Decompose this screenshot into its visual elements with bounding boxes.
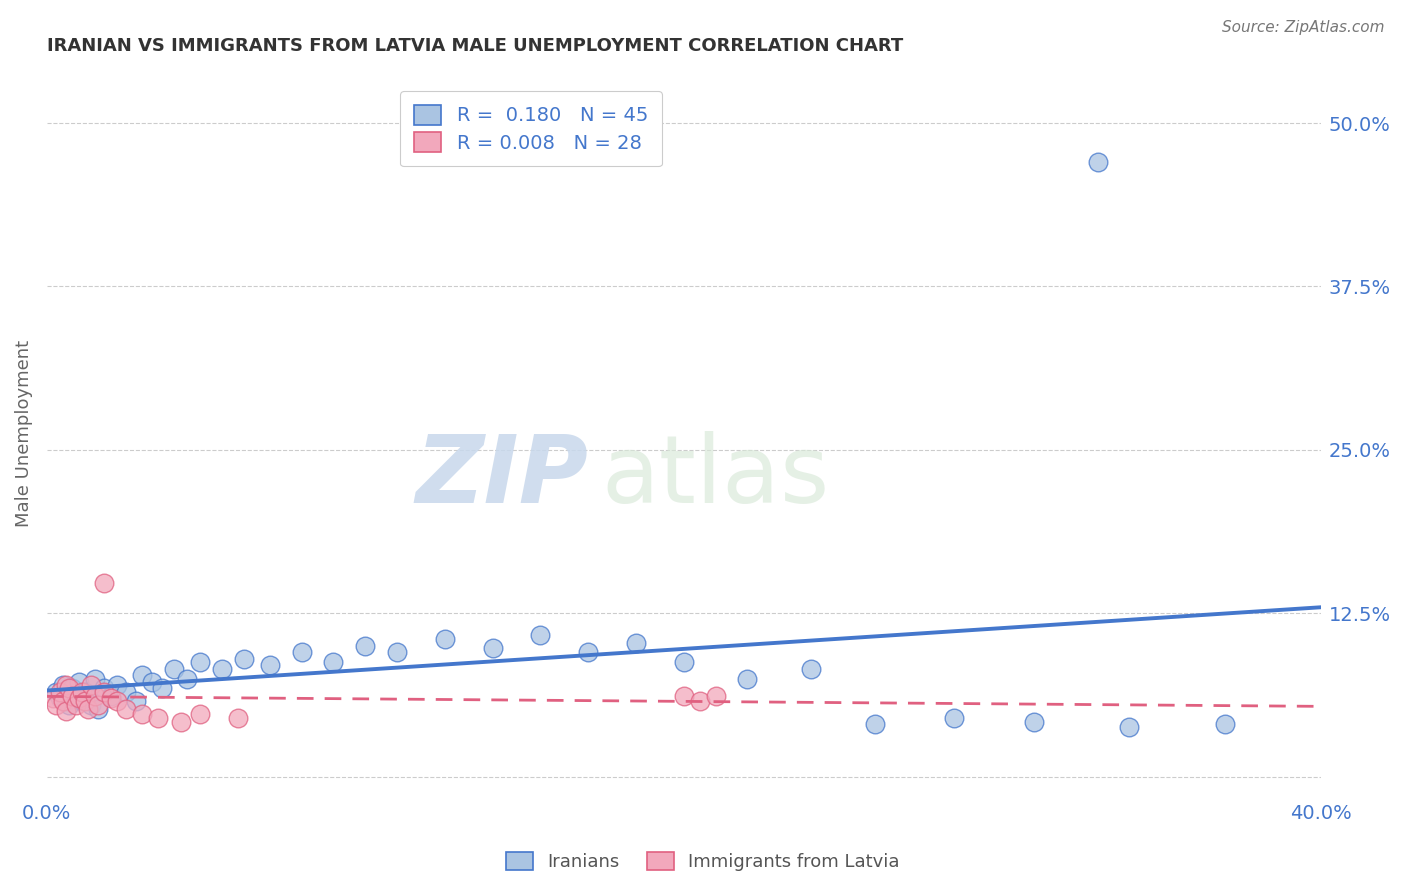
Point [163,662,186,676]
Point [150,681,173,695]
Point [576,645,599,659]
Text: ZIP: ZIP [415,431,588,523]
Point [48,691,70,706]
Point [55,678,77,692]
Point [481,641,503,656]
Point [863,717,886,731]
Point [529,628,551,642]
Point [77,701,100,715]
Point [83,689,105,703]
Point [354,639,377,653]
Point [93,684,115,698]
Point [385,645,408,659]
Point [169,714,191,729]
Point [291,645,314,659]
Point [87,698,110,712]
Point [1118,720,1140,734]
Point [125,694,148,708]
Text: atlas: atlas [600,431,830,523]
Point [87,701,110,715]
Point [624,636,647,650]
Text: Source: ZipAtlas.com: Source: ZipAtlas.com [1222,20,1385,35]
Point [188,706,211,721]
Point [943,711,966,725]
Point [672,689,695,703]
Legend: Iranians, Immigrants from Latvia: Iranians, Immigrants from Latvia [499,845,907,879]
Point [737,672,759,686]
Point [226,711,249,725]
Point [141,675,163,690]
Point [45,698,67,712]
Point [800,662,823,676]
Point [1213,717,1236,731]
Point [67,691,90,706]
Point [65,698,87,712]
Point [100,691,122,706]
Point [60,681,83,695]
Point [55,704,77,718]
Point [67,675,90,690]
Point [58,681,80,695]
Point [322,655,344,669]
Point [1087,155,1109,169]
Point [259,658,281,673]
Point [105,678,128,692]
Point [70,694,93,708]
Point [80,698,103,712]
Point [75,694,97,708]
Point [131,667,153,681]
Point [42,691,65,706]
Text: IRANIAN VS IMMIGRANTS FROM LATVIA MALE UNEMPLOYMENT CORRELATION CHART: IRANIAN VS IMMIGRANTS FROM LATVIA MALE U… [46,37,903,55]
Point [48,684,70,698]
Point [188,655,211,669]
Point [100,689,122,703]
Point [52,694,75,708]
Point [60,689,83,703]
Point [45,684,67,698]
Point [704,689,727,703]
Point [211,662,233,676]
Point [80,678,103,692]
Legend: R =  0.180   N = 45, R = 0.008   N = 28: R = 0.180 N = 45, R = 0.008 N = 28 [401,91,662,167]
Point [115,701,138,715]
Point [70,684,93,698]
Point [131,706,153,721]
Point [75,684,97,698]
Point [93,681,115,695]
Point [233,652,256,666]
Point [148,711,170,725]
Point [52,678,75,692]
Point [55,694,77,708]
Point [176,672,198,686]
Point [672,655,695,669]
Point [115,684,138,698]
Point [77,691,100,706]
Point [93,576,115,591]
Point [1022,714,1045,729]
Point [58,698,80,712]
Point [433,632,456,647]
Point [105,694,128,708]
Point [689,694,711,708]
Point [65,689,87,703]
Y-axis label: Male Unemployment: Male Unemployment [15,340,32,527]
Point [83,672,105,686]
